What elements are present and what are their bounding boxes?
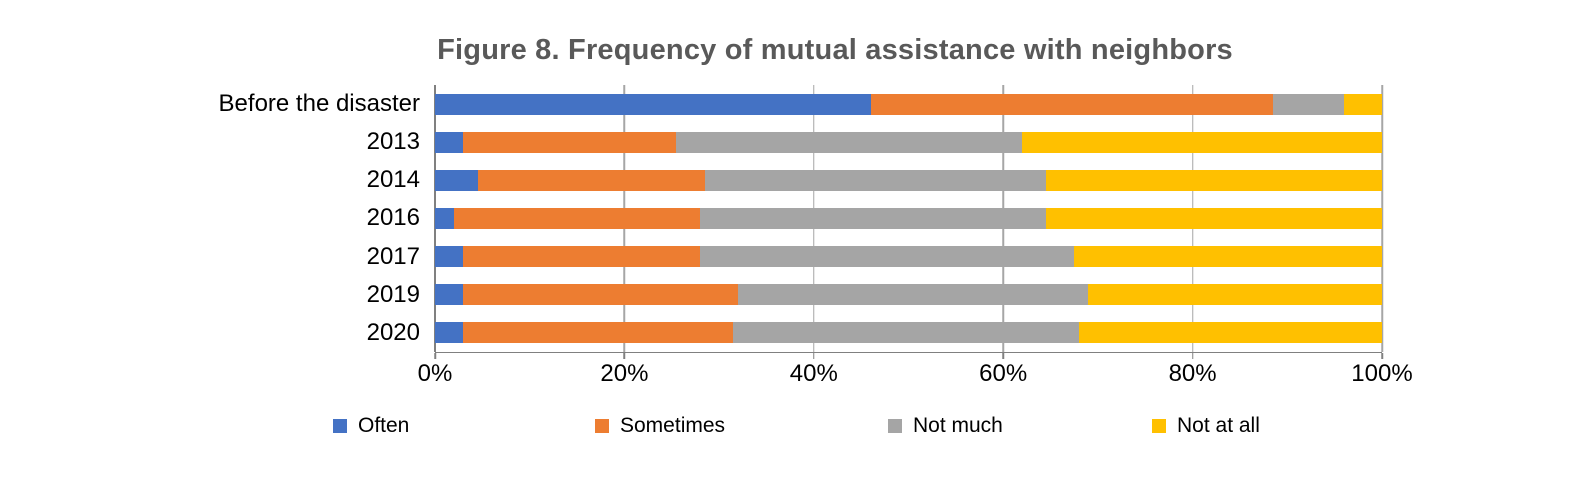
bar-segment-not-at-all [1088,284,1382,306]
bar-row [435,85,1382,123]
x-axis-tick-labels: 0% 20% 40% 60% 80% 100% [418,360,1413,390]
legend-item-not-at-all: Not at all [1152,408,1260,444]
bar-row [435,314,1382,352]
stacked-bar [435,131,1382,153]
bar-segment-not-much [738,284,1089,306]
bar-segment-often [435,207,454,229]
legend-label: Sometimes [620,414,726,437]
bar-row [435,123,1382,161]
x-axis-tick [1381,353,1383,359]
legend-swatch-often [333,419,347,433]
bar-segment-not-at-all [1045,207,1382,229]
x-axis-tick-label: 20% [600,360,649,387]
bar-segment-often [435,169,478,191]
bar-segment-not-at-all [1022,131,1382,153]
bar-segment-often [435,322,464,344]
legend-swatch-sometimes [595,419,609,433]
bar-row [435,161,1382,199]
bar-segment-often [435,131,464,153]
bar-segment-not-much [700,207,1046,229]
x-axis-tick [813,353,815,359]
legend-label: Not at all [1177,414,1260,437]
bar-segment-not-much [1273,93,1345,115]
bar-segment-sometimes [453,207,701,229]
legend-swatch-not-much [888,419,902,433]
legend-label: Often [358,414,410,437]
legend-label: Not much [913,414,1003,437]
x-axis-tick [1191,353,1194,359]
bar-segment-not-much [733,322,1079,344]
chart-title: Figure 8. Frequency of mutual assistance… [437,34,1233,66]
bar-segment-not-much [704,169,1046,191]
x-axis-tick-label: 60% [979,360,1028,387]
bar-segment-often [435,284,464,306]
bar-segment-sometimes [477,169,705,191]
gridline [1381,85,1383,352]
bar-segment-not-much [676,131,1023,153]
bar-segment-sometimes [463,284,739,306]
category-label: 2017 [366,242,420,270]
bar-segment-often [435,93,871,115]
bar-segment-sometimes [463,246,701,268]
bar-row [435,199,1382,237]
legend-item-not-much: Not much [888,408,1003,444]
bar-segment-not-at-all [1074,246,1382,268]
stacked-bar [435,322,1382,344]
legend-item-often: Often [333,408,409,444]
stacked-bar [435,169,1382,191]
bar-row [435,276,1382,314]
bar-segment-not-at-all [1078,322,1382,344]
category-label: 2014 [366,166,420,194]
bars-container [435,85,1382,352]
legend-swatch-not-at-all [1152,419,1166,433]
x-axis-tick [434,353,436,359]
category-label: 2013 [366,128,420,156]
bar-segment-not-at-all [1344,93,1382,115]
bar-segment-sometimes [463,131,677,153]
bar-segment-sometimes [870,93,1274,115]
bar-segment-not-much [700,246,1075,268]
stacked-bar [435,284,1382,306]
category-label: 2016 [366,204,420,232]
category-label: 2019 [366,280,420,308]
bar-segment-not-at-all [1045,169,1382,191]
bar-segment-sometimes [463,322,734,344]
bar-row [435,238,1382,276]
category-axis-labels: Before the disaster 2013 2014 2016 2017 2019 2… [100,85,428,352]
x-axis-tick [623,353,626,359]
x-axis-tick [1002,353,1004,359]
stacked-bar [435,93,1382,115]
stacked-bar [435,246,1382,268]
category-label: 2020 [366,318,420,346]
x-axis-tick-label: 100% [1351,360,1413,387]
x-axis-line [434,352,1383,359]
plot-area [434,85,1383,352]
legend: Often Sometimes Not much Not at all [0,408,1586,444]
x-axis-tick-label: 80% [1168,360,1217,387]
x-axis-tick-label: 40% [789,360,838,387]
category-label: Before the disaster [218,90,420,118]
legend-item-sometimes: Sometimes [595,408,725,444]
x-axis-tick-label: 0% [417,360,453,387]
bar-segment-often [435,246,464,268]
stacked-bar [435,207,1382,229]
